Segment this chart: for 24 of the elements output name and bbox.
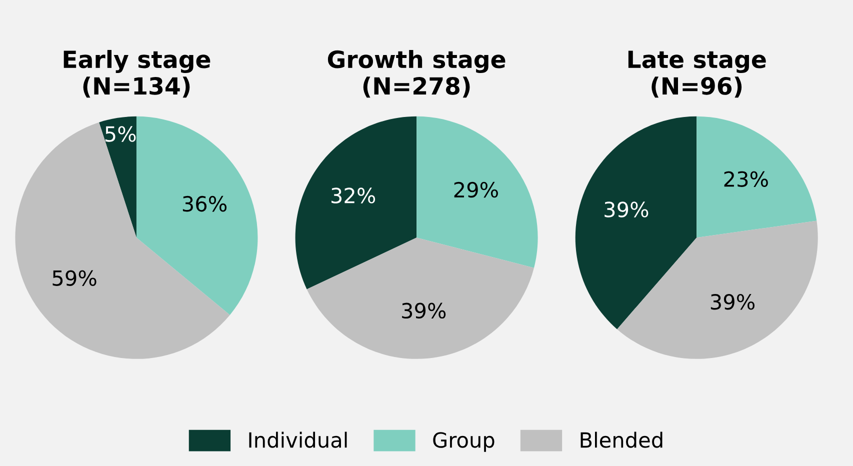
data-label: 39% xyxy=(710,294,755,310)
pie-slice xyxy=(99,116,136,238)
data-label: 23% xyxy=(724,171,768,187)
pie-slice xyxy=(617,220,818,359)
pie-slice xyxy=(136,116,258,315)
pie-slice xyxy=(575,116,697,330)
chart-title: Growth stage (N=278) xyxy=(328,50,506,98)
data-label: 32% xyxy=(332,188,376,204)
chart-title: Early stage (N=134) xyxy=(64,50,210,98)
data-label: 29% xyxy=(454,182,498,198)
pie-slice xyxy=(696,116,817,238)
legend-label: Individual xyxy=(249,432,347,448)
data-label: 39% xyxy=(604,202,648,218)
pie-slice xyxy=(416,116,538,268)
legend-label: Group xyxy=(433,432,494,452)
data-label: 36% xyxy=(182,196,227,212)
data-label: 39% xyxy=(402,302,446,319)
chart-title: Late stage (N=96) xyxy=(628,50,766,98)
data-label: 5% xyxy=(105,126,136,142)
pie-slice xyxy=(306,238,534,359)
legend-label: Blended xyxy=(580,432,662,448)
data-label: 59% xyxy=(52,270,96,286)
pie-slice xyxy=(295,116,417,290)
pie-slice xyxy=(15,122,230,359)
